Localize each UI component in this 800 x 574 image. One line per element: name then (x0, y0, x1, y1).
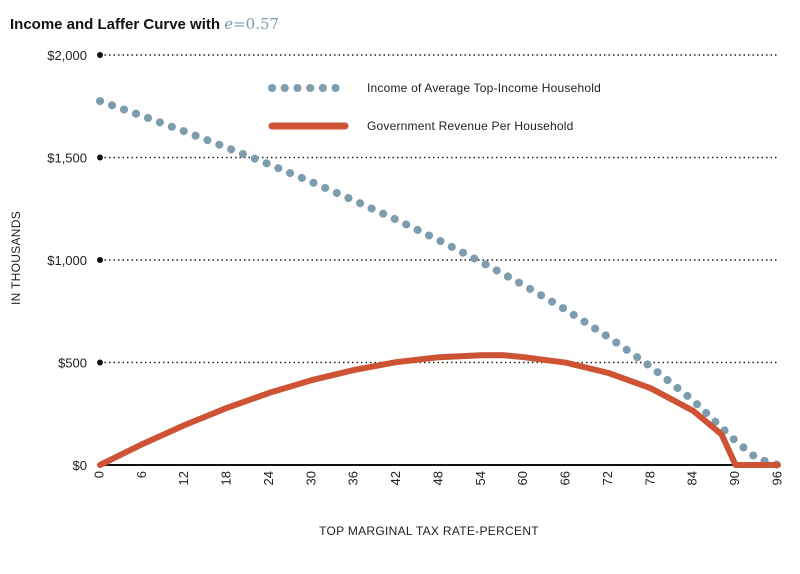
y-tick-label-2: $1,000 (47, 253, 87, 268)
chart-title-parameter: e=0.57 (224, 15, 279, 33)
legend-label-1: Government Revenue Per Household (367, 119, 574, 133)
x-tick-label-14: 84 (685, 471, 700, 485)
x-tick-label-3: 18 (219, 471, 234, 485)
x-tick-label-10: 60 (515, 471, 530, 485)
y-tick-label-1: $500 (58, 356, 87, 371)
x-tick-label-5: 30 (303, 471, 318, 485)
y-tick-marker-3 (97, 154, 103, 161)
series-line-1 (97, 352, 781, 468)
x-tick-label-9: 54 (473, 471, 488, 485)
x-tick-label-11: 66 (558, 471, 573, 485)
x-axis-label: TOP MARGINAL TAX RATE-PERCENT (319, 524, 539, 538)
legend-label-0: Income of Average Top-Income Household (367, 81, 601, 95)
x-tick-label-2: 12 (176, 471, 191, 485)
chart-title-parameter-value: =0.57 (233, 15, 280, 33)
x-tick-label-6: 36 (346, 471, 361, 485)
x-tick-label-7: 42 (388, 471, 403, 485)
legend: Income of Average Top-Income Household Go… (268, 81, 601, 133)
chart-title: Income and Laffer Curve with e=0.57 (10, 15, 279, 33)
chart-title-text: Income and Laffer Curve with (10, 16, 225, 33)
grid-lines (100, 54, 778, 364)
chart-title-parameter-symbol: e (224, 15, 234, 33)
y-tick-marker-1 (97, 359, 103, 366)
y-tick-label-0: $0 (73, 458, 87, 473)
x-tick-label-8: 48 (430, 471, 445, 485)
x-tick-label-12: 72 (600, 471, 615, 485)
y-tick-marker-4 (97, 52, 103, 58)
x-tick-label-15: 90 (727, 471, 742, 485)
y-tick-label-4: $2,000 (47, 48, 87, 63)
y-tick-label-3: $1,500 (47, 151, 87, 166)
series-layer (96, 97, 782, 469)
y-axis-ticks: $0 $500 $1,000 $1,500 $2,000 (47, 48, 103, 473)
x-tick-label-16: 96 (769, 471, 784, 485)
y-axis-label: IN THOUSANDS (9, 211, 23, 305)
x-axis-ticks: 0 6 12 18 24 30 36 42 48 54 60 66 72 78 84 90 96 (91, 471, 784, 485)
x-tick-label-0: 0 (91, 471, 106, 478)
y-tick-marker-2 (97, 257, 103, 263)
x-tick-label-1: 6 (134, 471, 149, 478)
series-line-0 (96, 97, 782, 469)
x-tick-label-13: 78 (642, 471, 657, 485)
x-tick-label-4: 24 (261, 471, 276, 485)
